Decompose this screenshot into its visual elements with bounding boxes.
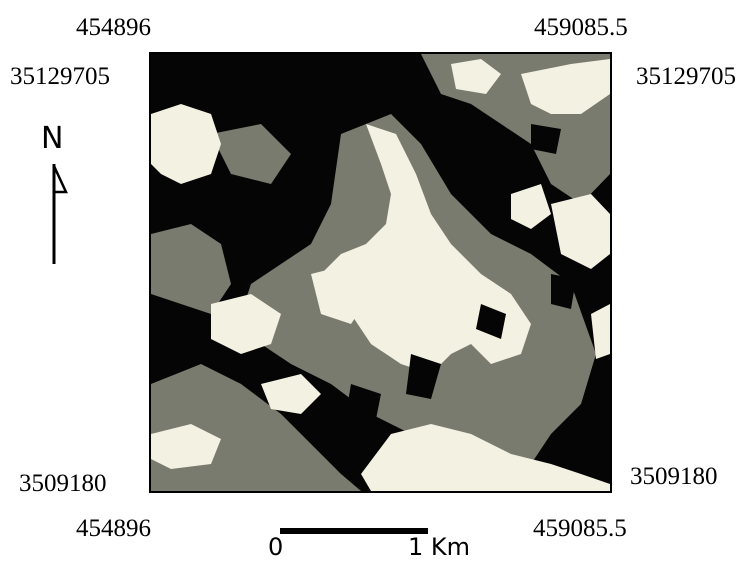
top-left-y-coordinate: 35129705 xyxy=(10,63,110,90)
light-class-regions xyxy=(151,59,610,491)
classified-map-image xyxy=(151,54,610,491)
scale-bar-line xyxy=(280,528,428,534)
scale-end-label: 1 Km xyxy=(408,533,471,561)
bottom-left-x-coordinate: 454896 xyxy=(76,515,151,542)
top-right-x-coordinate: 459085.5 xyxy=(534,14,628,41)
bottom-right-x-coordinate: 459085.5 xyxy=(533,515,627,542)
classified-map xyxy=(149,52,612,493)
scale-bar: 0 1 Km xyxy=(262,520,492,565)
scale-start-label: 0 xyxy=(268,533,284,561)
north-arrow-head xyxy=(52,165,68,194)
dark-class-regions xyxy=(346,124,576,419)
north-arrow: N xyxy=(38,118,78,268)
bottom-left-y-coordinate: 3509180 xyxy=(19,470,107,497)
top-left-x-coordinate: 454896 xyxy=(76,14,151,41)
bottom-right-y-coordinate: 3509180 xyxy=(630,463,718,490)
top-right-y-coordinate: 35129705 xyxy=(636,63,736,90)
north-arrow-icon: N xyxy=(41,121,68,264)
north-label: N xyxy=(41,121,63,156)
